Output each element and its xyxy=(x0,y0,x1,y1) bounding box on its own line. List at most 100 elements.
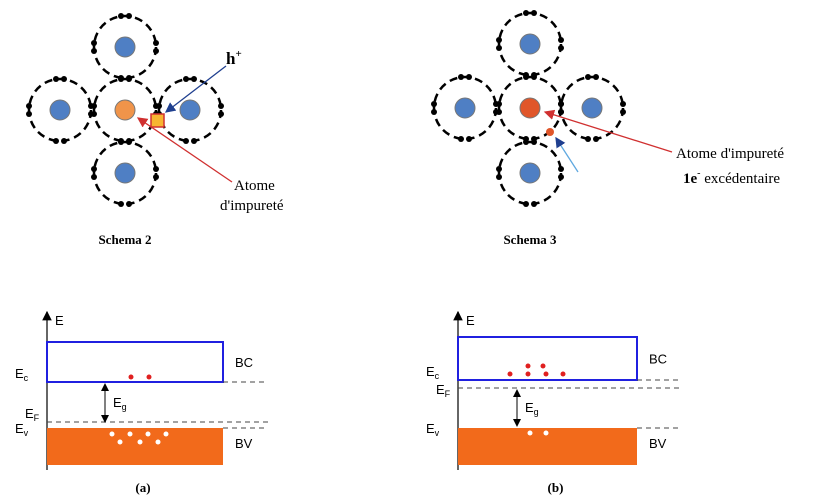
electron xyxy=(458,136,464,142)
electron xyxy=(558,174,564,180)
electron xyxy=(129,375,134,380)
electron xyxy=(153,40,159,46)
electron xyxy=(585,136,591,142)
electron xyxy=(153,174,159,180)
axis-label: E xyxy=(466,313,475,328)
electron xyxy=(558,166,564,172)
hole xyxy=(156,440,161,445)
page: {"schema2": {"hole_label": {"base": "h",… xyxy=(0,0,821,499)
electron xyxy=(183,138,189,144)
band-label: BC xyxy=(649,352,667,367)
electron xyxy=(153,48,159,54)
eg-label: Eg xyxy=(113,395,127,412)
electron xyxy=(126,201,132,207)
hole xyxy=(138,440,143,445)
ef-label-sub: F xyxy=(445,389,451,399)
hole xyxy=(528,431,533,436)
electron xyxy=(91,166,97,172)
nucleus xyxy=(50,100,70,120)
electron xyxy=(218,111,224,117)
electron xyxy=(561,372,566,377)
impurity-label-line: Atome xyxy=(234,178,275,194)
electron xyxy=(620,101,626,107)
nucleus xyxy=(520,34,540,54)
electron-label: 1e- excédentaire xyxy=(683,168,780,187)
electron xyxy=(496,166,502,172)
electron xyxy=(91,103,97,109)
valence-band xyxy=(47,428,223,465)
ef-label-base: E xyxy=(436,382,445,397)
electron xyxy=(526,372,531,377)
nucleus xyxy=(520,98,540,118)
ev-label: Ev xyxy=(15,421,29,438)
impurity-label-line: d'impureté xyxy=(220,198,284,214)
electron xyxy=(191,76,197,82)
electron xyxy=(118,201,124,207)
electron xyxy=(620,109,626,115)
electron xyxy=(26,111,32,117)
electron xyxy=(531,201,537,207)
ec-label-base: E xyxy=(15,366,24,381)
hole xyxy=(118,440,123,445)
band-label: BV xyxy=(649,436,667,451)
ef-label: EF xyxy=(436,382,451,399)
ev-label-base: E xyxy=(15,421,24,436)
caption: (b) xyxy=(548,480,564,495)
electron xyxy=(53,138,59,144)
electron xyxy=(91,40,97,46)
electron xyxy=(508,372,513,377)
electron xyxy=(496,109,502,115)
shapes: EEcEFEvEgBCBV(a)EEcEFEvEgBCBV(b) xyxy=(15,10,682,495)
arrow xyxy=(545,112,672,152)
eg-label-base: E xyxy=(525,400,534,415)
electron xyxy=(153,166,159,172)
electron xyxy=(61,76,67,82)
electron xyxy=(593,74,599,80)
hole xyxy=(164,432,169,437)
eg-label-base: E xyxy=(113,395,122,410)
eg-label-sub: g xyxy=(122,402,127,412)
electron xyxy=(593,136,599,142)
electron-base: 1e xyxy=(683,171,698,187)
ec-label-sub: c xyxy=(435,371,440,381)
ec-label-sub: c xyxy=(24,373,29,383)
nucleus xyxy=(115,163,135,183)
electron xyxy=(531,10,537,16)
nucleus xyxy=(582,98,602,118)
electron xyxy=(118,138,124,144)
ec-label: Ec xyxy=(15,366,29,383)
eg-label: Eg xyxy=(525,400,539,417)
electron xyxy=(558,37,564,43)
electron xyxy=(558,45,564,51)
ec-label: Ec xyxy=(426,364,440,381)
electron xyxy=(531,136,537,142)
electron xyxy=(126,76,132,82)
electron xyxy=(466,136,472,142)
nucleus xyxy=(115,37,135,57)
electron xyxy=(531,74,537,80)
caption: Schema 3 xyxy=(503,232,557,247)
electron xyxy=(558,109,564,115)
electron xyxy=(431,101,437,107)
electron xyxy=(496,174,502,180)
electron-rest: excédentaire xyxy=(701,171,781,187)
ev-label: Ev xyxy=(426,421,440,438)
electron xyxy=(183,76,189,82)
nucleus xyxy=(520,163,540,183)
band-label: BC xyxy=(235,355,253,370)
figure: EEcEFEvEgBCBV(a)EEcEFEvEgBCBV(b) h+ Atom… xyxy=(0,0,821,499)
electron xyxy=(218,103,224,109)
electron xyxy=(153,103,159,109)
impurity-label: Atome d'impureté xyxy=(676,146,784,162)
ev-label-sub: v xyxy=(435,428,440,438)
electron xyxy=(126,13,132,19)
extra-electron xyxy=(546,128,554,136)
electron xyxy=(526,364,531,369)
electron xyxy=(191,138,197,144)
electron xyxy=(458,74,464,80)
hole xyxy=(128,432,133,437)
hole xyxy=(146,432,151,437)
nucleus xyxy=(115,100,135,120)
electron xyxy=(431,109,437,115)
electron xyxy=(118,76,124,82)
